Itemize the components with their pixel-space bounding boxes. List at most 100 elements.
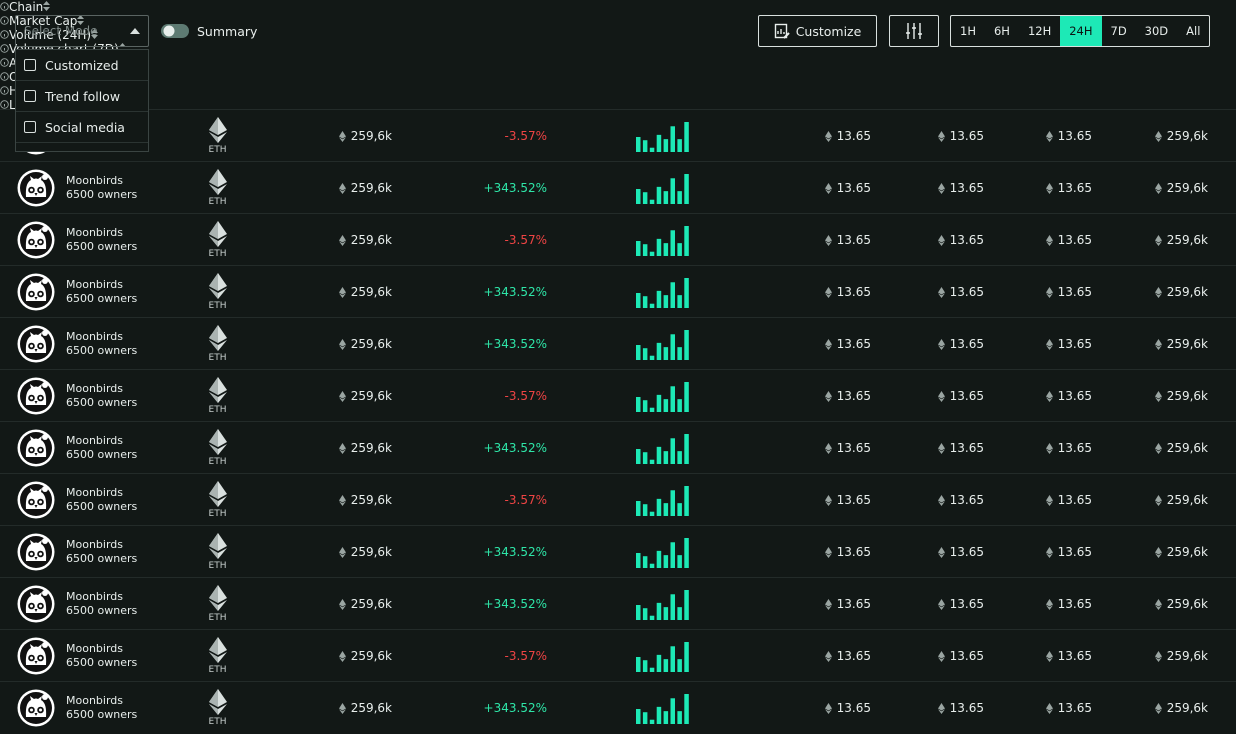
sparkline-bar bbox=[670, 230, 675, 256]
chain-label: ETH bbox=[208, 613, 227, 623]
eth-glyph bbox=[937, 390, 945, 402]
market-cap: 259,6k bbox=[350, 129, 392, 143]
sparkline-bar bbox=[677, 451, 682, 464]
table-row[interactable]: Moonbirds 6500 owners ETH 259,6k +343.52% 13.… bbox=[0, 421, 1236, 473]
high-price-cell: 13.65 bbox=[1045, 682, 1092, 734]
info-icon bbox=[0, 58, 9, 67]
open-price-cell: 13.65 bbox=[937, 214, 984, 266]
sparkline-bar bbox=[684, 434, 689, 464]
dropdown-option[interactable] bbox=[16, 143, 148, 151]
volume-cell: -3.57% bbox=[505, 110, 547, 162]
eth-glyph bbox=[937, 494, 945, 506]
avg-price-cell: 13.65 bbox=[824, 318, 871, 370]
table-row[interactable]: Moonbirds 6500 owners ETH 259,6k +343.52% 13.… bbox=[0, 525, 1236, 577]
eth-glyph bbox=[1154, 546, 1162, 558]
eth-glyph bbox=[937, 546, 945, 558]
market-cap-cell: 259,6k bbox=[338, 370, 392, 422]
sparkline-bar bbox=[684, 538, 689, 568]
chain-cell: ETH bbox=[200, 578, 235, 630]
market-cap: 259,6k bbox=[350, 649, 392, 663]
volume: -3.57% bbox=[504, 129, 547, 143]
checkbox bbox=[24, 121, 36, 133]
collection-name: Moonbirds bbox=[66, 278, 124, 291]
eth-glyph bbox=[937, 130, 945, 142]
open-price: 13.65 bbox=[949, 441, 984, 455]
volume: +343.52% bbox=[483, 441, 547, 455]
eth-icon bbox=[208, 221, 227, 247]
collection-name: Moonbirds bbox=[66, 226, 124, 239]
open-price: 13.65 bbox=[949, 545, 984, 559]
table-row[interactable]: Moonbirds 6500 owners ETH 259,6k +343.52% 13.… bbox=[0, 317, 1236, 369]
summary-toggle[interactable]: Summary bbox=[161, 23, 257, 39]
eth-glyph bbox=[338, 130, 346, 142]
sparkline-bar bbox=[636, 137, 641, 152]
volume-sparkline bbox=[636, 642, 689, 672]
high-price: 13.65 bbox=[1057, 545, 1092, 559]
sparkline-bar bbox=[670, 438, 675, 464]
dropdown-option[interactable]: Social media bbox=[16, 112, 148, 143]
timeframe-button[interactable]: 30D bbox=[1144, 24, 1169, 38]
eth-glyph bbox=[824, 182, 832, 194]
eth-glyph bbox=[1154, 182, 1162, 194]
table-row[interactable]: Moonbirds 6500 owners ETH 259,6k +343.52% 13.… bbox=[0, 161, 1236, 213]
timeframe-button[interactable]: 24H bbox=[1060, 16, 1102, 46]
high-price-cell: 13.65 bbox=[1045, 578, 1092, 630]
volume-cell: +343.52% bbox=[484, 578, 547, 630]
dropdown-option[interactable]: Trend follow bbox=[16, 81, 148, 112]
market-cap-cell: 259,6k bbox=[338, 214, 392, 266]
timeframe-button[interactable]: 6H bbox=[993, 24, 1010, 38]
market-cap: 259,6k bbox=[350, 441, 392, 455]
customize-label: Customize bbox=[795, 23, 862, 39]
column-header[interactable]: High bbox=[0, 84, 1236, 98]
column-header[interactable]: Market Cap bbox=[0, 14, 1236, 28]
customize-button[interactable]: Customize bbox=[758, 15, 877, 47]
column-header[interactable]: Open bbox=[0, 70, 1236, 84]
column-header[interactable]: Volume (24H) bbox=[0, 28, 1236, 42]
market-cap: 259,6k bbox=[350, 181, 392, 195]
timeframe-button[interactable]: 7D bbox=[1110, 24, 1127, 38]
eth-glyph bbox=[937, 338, 945, 350]
column-header[interactable]: Chain bbox=[0, 0, 1236, 14]
table-row[interactable]: Moonbirds 6500 owners ETH 259,6k +343.52% 13.… bbox=[0, 681, 1236, 733]
chain-label: ETH bbox=[208, 665, 227, 675]
avg-price: 13.65 bbox=[836, 493, 871, 507]
market-cap-cell: 259,6k bbox=[338, 526, 392, 578]
chain-label: ETH bbox=[208, 717, 227, 727]
column-header[interactable]: Avg sale price bbox=[0, 56, 1236, 70]
option-label: Trend follow bbox=[45, 88, 121, 104]
owner-count: 6500 owners bbox=[66, 552, 138, 565]
chain-label: ETH bbox=[208, 301, 227, 311]
owner-count: 6500 owners bbox=[66, 604, 138, 617]
dropdown-option[interactable]: Customized bbox=[16, 50, 148, 81]
timeframe-button[interactable]: All bbox=[1186, 24, 1201, 38]
table-row[interactable]: Moonbirds 6500 owners ETH 259,6k +343.52% 13.… bbox=[0, 577, 1236, 629]
avatar bbox=[17, 325, 55, 363]
market-cap-cell: 259,6k bbox=[338, 110, 392, 162]
select-mode[interactable]: Select Mode bbox=[15, 15, 149, 47]
sparkline-bar bbox=[670, 490, 675, 516]
info-icon bbox=[0, 86, 9, 95]
eth-glyph bbox=[338, 650, 346, 662]
timeframe-button[interactable]: 12H bbox=[1027, 24, 1052, 38]
table-row[interactable]: Moonbirds 6500 owners ETH 259,6k +343.52% 13.… bbox=[0, 265, 1236, 317]
eth-glyph bbox=[824, 286, 832, 298]
avatar bbox=[17, 429, 55, 467]
timeframe-button[interactable]: 1H bbox=[960, 24, 976, 38]
sparkline-bar bbox=[663, 503, 669, 516]
collection-name: Moonbirds bbox=[66, 434, 124, 447]
filter-button[interactable] bbox=[889, 15, 939, 47]
open-price-cell: 13.65 bbox=[937, 266, 984, 318]
sparkline-bar bbox=[656, 706, 662, 724]
eth-glyph bbox=[1154, 286, 1162, 298]
